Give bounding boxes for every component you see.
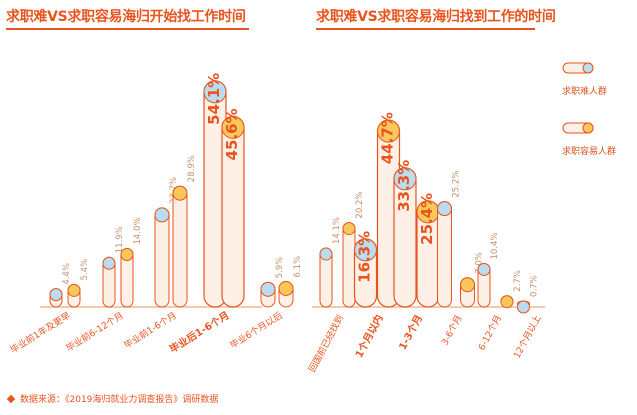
bar-cap-0-0-0	[49, 288, 63, 302]
category-label-1-0: 回国前已经找到	[306, 313, 346, 374]
diamond-icon	[6, 394, 16, 403]
bar-cap-0-0-4	[260, 281, 276, 297]
bar-cap-0-1-4	[278, 281, 294, 297]
value-label-0-0-3: 54.1%	[205, 73, 223, 125]
bar-cap-1-0-5	[517, 300, 530, 314]
chart-right-title-rule	[316, 28, 535, 30]
category-label-1-5: 12个月以上	[512, 313, 544, 360]
value-label-0-0-4: 5.9%	[275, 257, 285, 279]
bar-cap-1-1-4	[500, 295, 514, 309]
category-label-1-4: 6-12个月	[476, 313, 504, 352]
value-label-1-0-1: 16.3%	[356, 231, 374, 283]
value-label-0-1-3: 45.6%	[223, 108, 241, 160]
legend-swatch-hard	[562, 62, 594, 74]
bar-cap-1-1-1	[377, 119, 400, 143]
value-label-0-1-4: 6.1%	[293, 256, 303, 278]
chart-left-title-rule	[6, 28, 249, 30]
category-label-0-3: 毕业后1-6个月	[167, 309, 232, 356]
source-note: 数据来源：《2019海归就业力调查报告》调研数据	[6, 392, 219, 405]
value-label-1-0-2: 33.3%	[395, 160, 413, 212]
value-label-1-1-3: 7.0%	[475, 252, 485, 274]
bar-cap-0-1-3	[221, 115, 245, 139]
bar-1-0-3	[437, 201, 452, 308]
value-label-0-1-0: 5.4%	[80, 259, 90, 281]
chart-left-title: 求职难VS求职容易海归开始找工作时间	[6, 9, 246, 25]
bar-cap-0-0-2	[154, 207, 170, 223]
bar-cap-1-0-3	[437, 201, 452, 217]
value-label-0-1-2: 28.9%	[187, 155, 197, 182]
bar-cap-1-1-0	[342, 222, 356, 236]
value-label-1-0-5: 0.7%	[530, 275, 540, 297]
category-label-1-2: 1-3个月	[396, 312, 425, 352]
category-label-0-0: 毕业前1年及更早	[8, 309, 73, 356]
bar-cap-0-1-1	[120, 247, 134, 261]
bar-cap-1-0-1	[354, 238, 377, 262]
bar-cap-0-1-0	[67, 283, 81, 297]
legend-label-hard: 求职难人群	[562, 87, 608, 97]
legend-swatch-easy	[562, 122, 594, 134]
bar-cap-1-0-0	[319, 247, 333, 261]
bar-cap-1-0-2	[393, 167, 417, 191]
bar-cap-1-0-4	[477, 263, 491, 277]
bar-cap-0-0-1	[102, 256, 116, 270]
value-label-1-0-3: 25.2%	[452, 171, 462, 198]
value-label-1-1-0: 20.2%	[355, 192, 365, 219]
bar-0-0-2	[154, 207, 170, 308]
value-label-1-0-0: 14.1%	[332, 217, 342, 244]
bar-1-1-0	[342, 222, 356, 308]
value-label-1-1-4: 2.7%	[513, 270, 523, 292]
chart-right-title: 求职难VS求职容易海归找到工作的时间	[316, 9, 556, 25]
category-label-1-1: 1个月以内	[352, 312, 386, 360]
value-label-0-1-1: 14.0%	[133, 217, 143, 244]
value-label-0-0-0: 4.4%	[62, 263, 72, 285]
value-label-1-0-4: 10.4%	[490, 233, 500, 260]
value-label-0-0-1: 11.9%	[115, 226, 125, 253]
category-label-0-1: 毕业前6-12个月	[64, 309, 126, 354]
category-label-1-3: 3-6个月	[440, 313, 465, 347]
category-label-0-4: 毕业6个月以后	[228, 309, 285, 351]
value-label-1-1-1: 44.7%	[379, 112, 397, 164]
bar-cap-0-1-2	[172, 185, 188, 201]
value-label-1-1-2: 25.4%	[418, 193, 436, 245]
legend-label-easy: 求职容易人群	[562, 147, 617, 157]
source-text: 数据来源：《2019海归就业力调查报告》调研数据	[20, 395, 219, 405]
bar-cap-1-1-3	[460, 277, 475, 293]
bar-cap-0-0-3	[203, 80, 227, 104]
bar-0-1-2	[172, 185, 188, 308]
